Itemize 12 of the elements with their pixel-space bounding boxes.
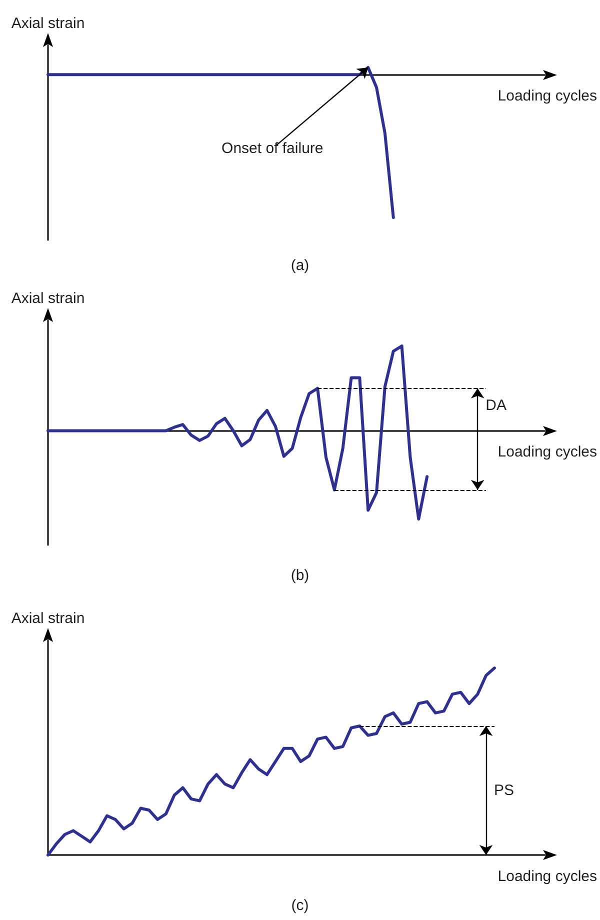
x-axis-title: Loading cycles <box>498 868 597 885</box>
y-axis-title: Axial strain <box>11 610 85 627</box>
text: (a) <box>290 257 310 274</box>
y-axis-title: Axial strain <box>11 15 85 32</box>
x-axis-title: Loading cycles <box>498 444 597 461</box>
annotation: DA <box>486 396 506 414</box>
annotation: PS <box>494 782 514 799</box>
x-axis-title: Loading cycles <box>498 88 597 105</box>
y-axis-title: Axial strain <box>11 290 85 307</box>
text: (c) <box>291 897 309 914</box>
text: (b) <box>290 567 310 584</box>
annotation: Onset of failure <box>222 140 324 158</box>
